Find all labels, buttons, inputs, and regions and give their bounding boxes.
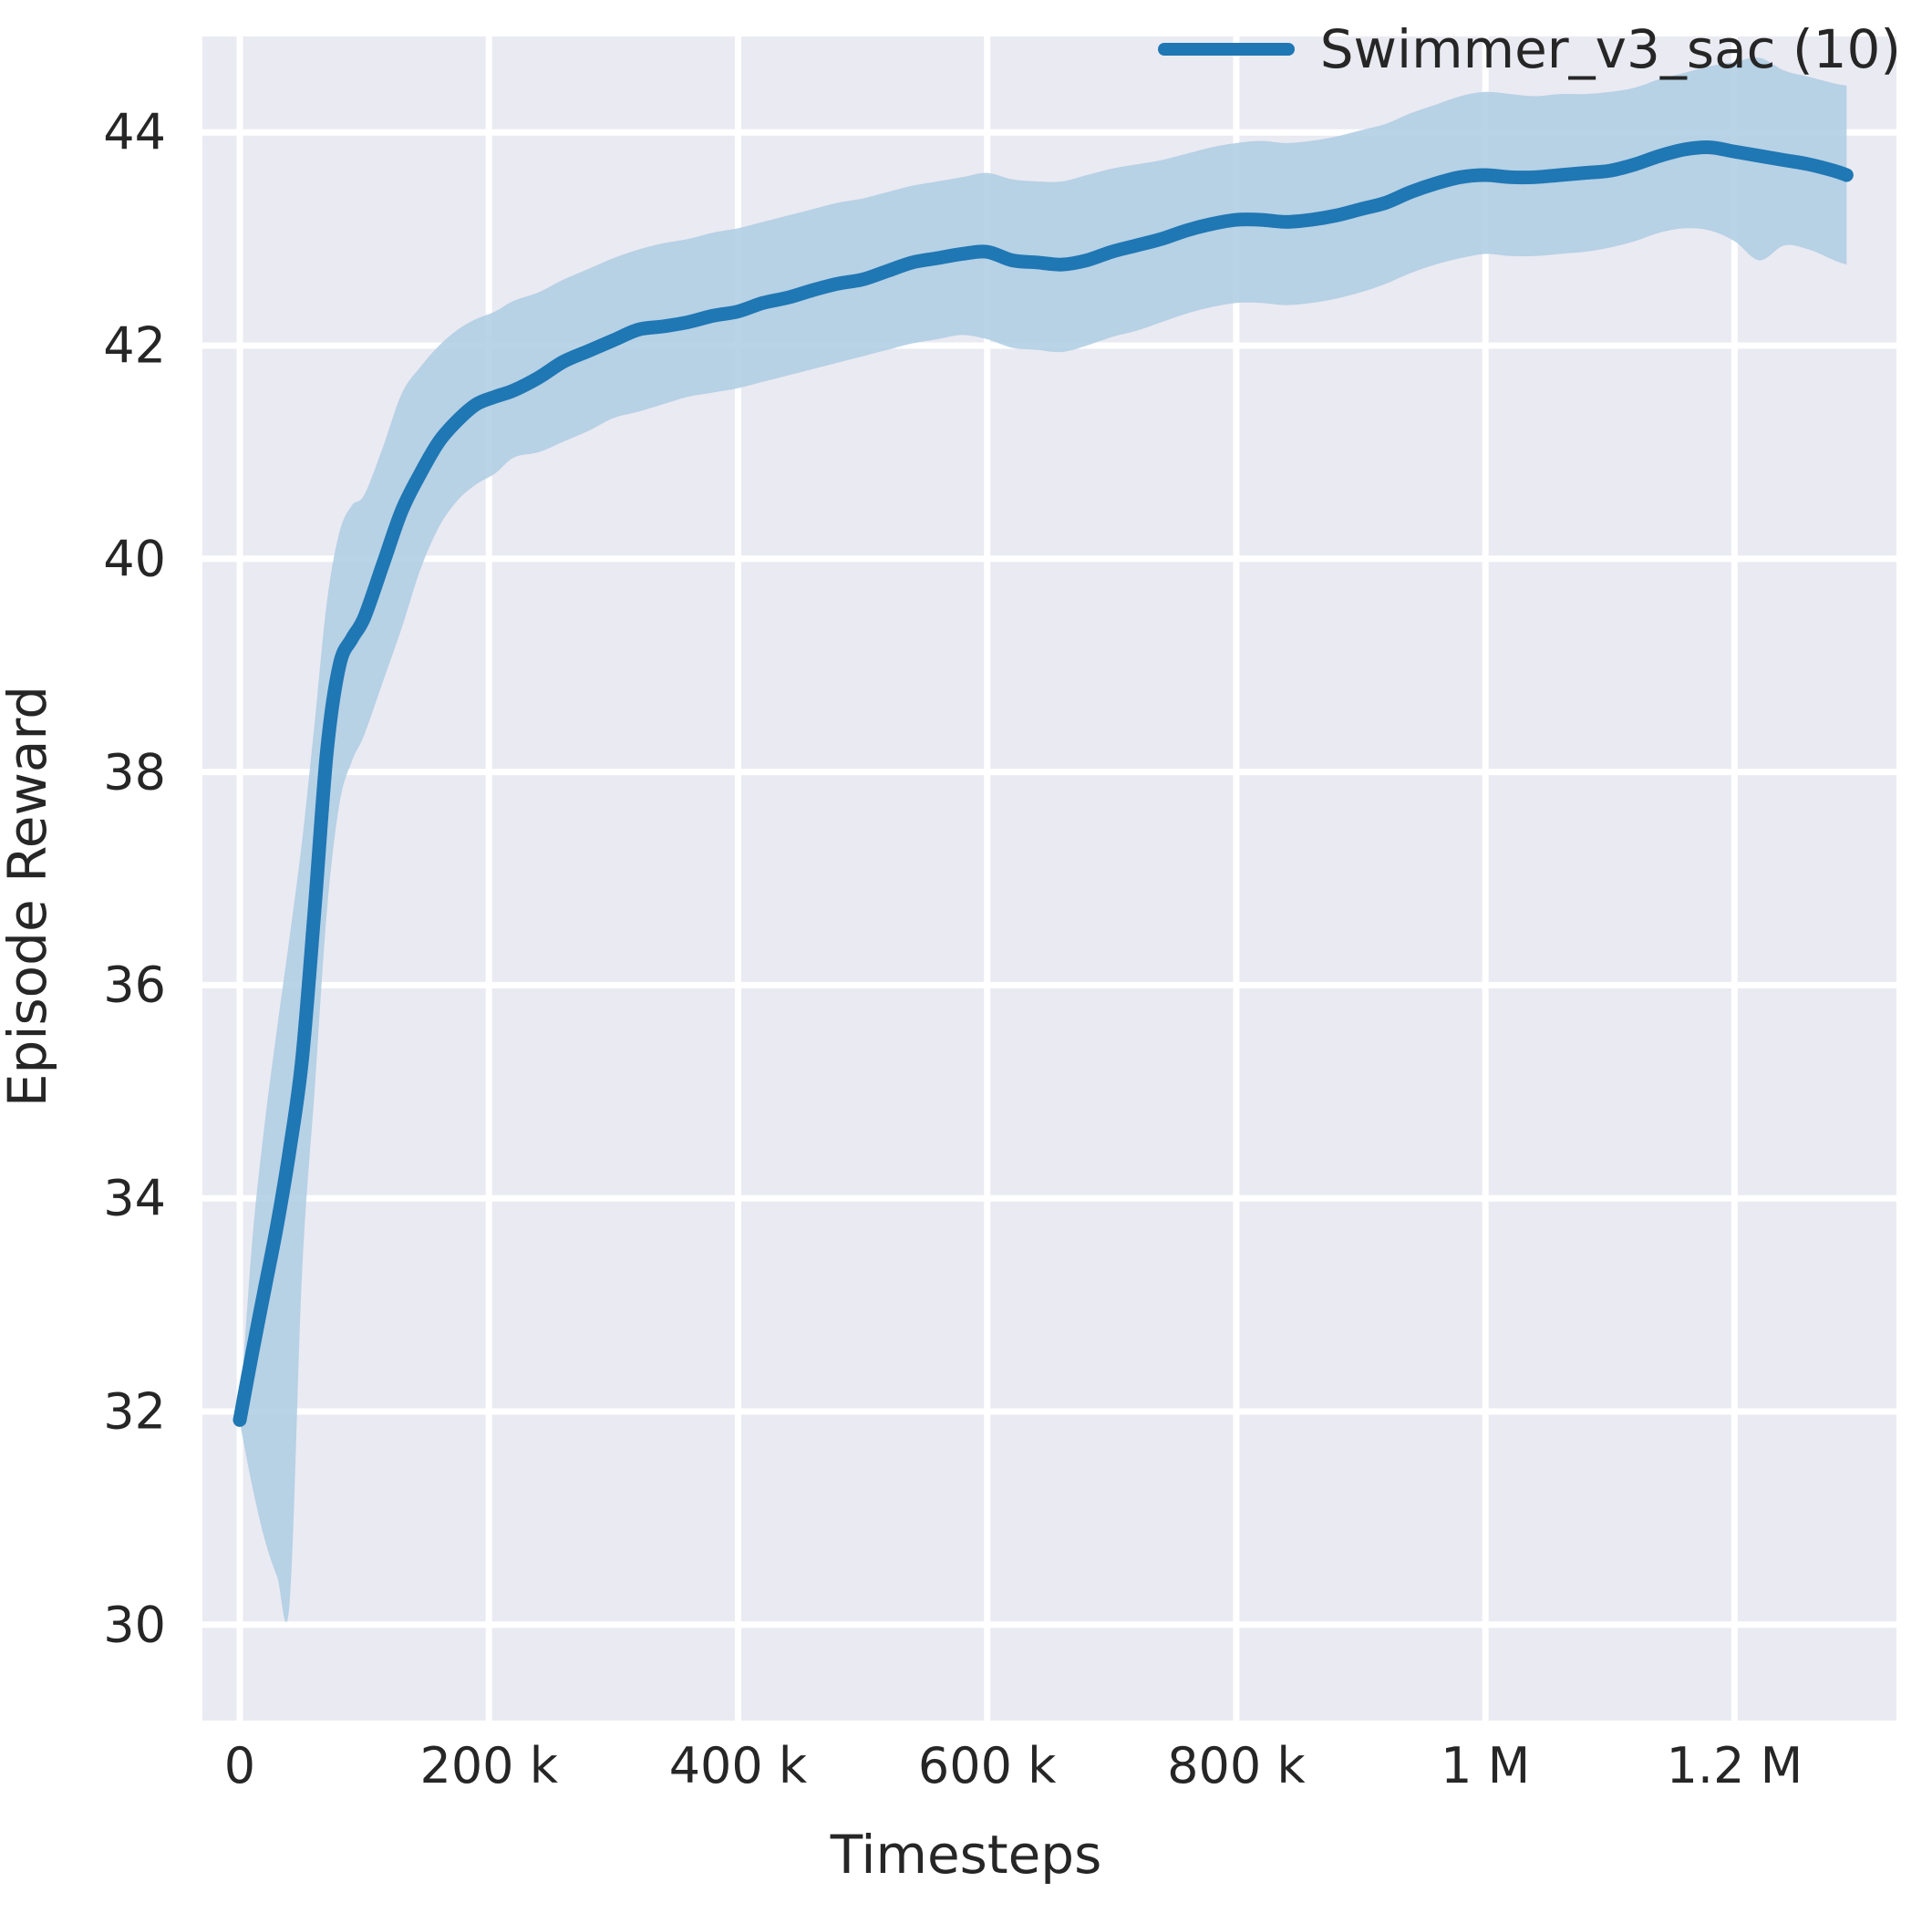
y-axis-tick-labels: 30 32 34 36 38 40 42 44 <box>0 0 202 1913</box>
y-tick-label: 34 <box>103 1169 166 1227</box>
x-tick-label: 1 M <box>1441 1737 1531 1794</box>
y-tick-label: 30 <box>103 1596 166 1654</box>
plot-area <box>202 36 1896 1721</box>
series-swimmer-v3-sac <box>232 57 1854 1623</box>
y-axis-title: Episode Reward <box>0 685 58 1108</box>
y-tick-label: 44 <box>103 103 166 161</box>
x-axis-title: Timesteps <box>830 1824 1102 1886</box>
y-tick-label: 32 <box>103 1382 166 1441</box>
x-tick-label: 0 <box>223 1737 256 1794</box>
x-tick-label: 400 k <box>668 1737 808 1794</box>
x-tick-label: 200 k <box>419 1737 558 1794</box>
y-tick-label: 40 <box>103 530 166 588</box>
x-axis-tick-labels: 0 200 k 400 k 600 k 800 k 1 M 1.2 M <box>0 1737 1932 1819</box>
x-tick-label: 600 k <box>917 1737 1057 1794</box>
legend-line-swatch <box>1157 43 1295 56</box>
y-tick-label: 38 <box>103 743 166 801</box>
x-tick-label: 1.2 M <box>1666 1737 1803 1794</box>
y-tick-label: 42 <box>103 316 166 375</box>
x-tick-label: 800 k <box>1167 1737 1306 1794</box>
y-tick-label: 36 <box>103 956 166 1014</box>
legend-label: Swimmer_v3_sac (10) <box>1319 18 1901 80</box>
legend: Swimmer_v3_sac (10) <box>1149 13 1910 86</box>
